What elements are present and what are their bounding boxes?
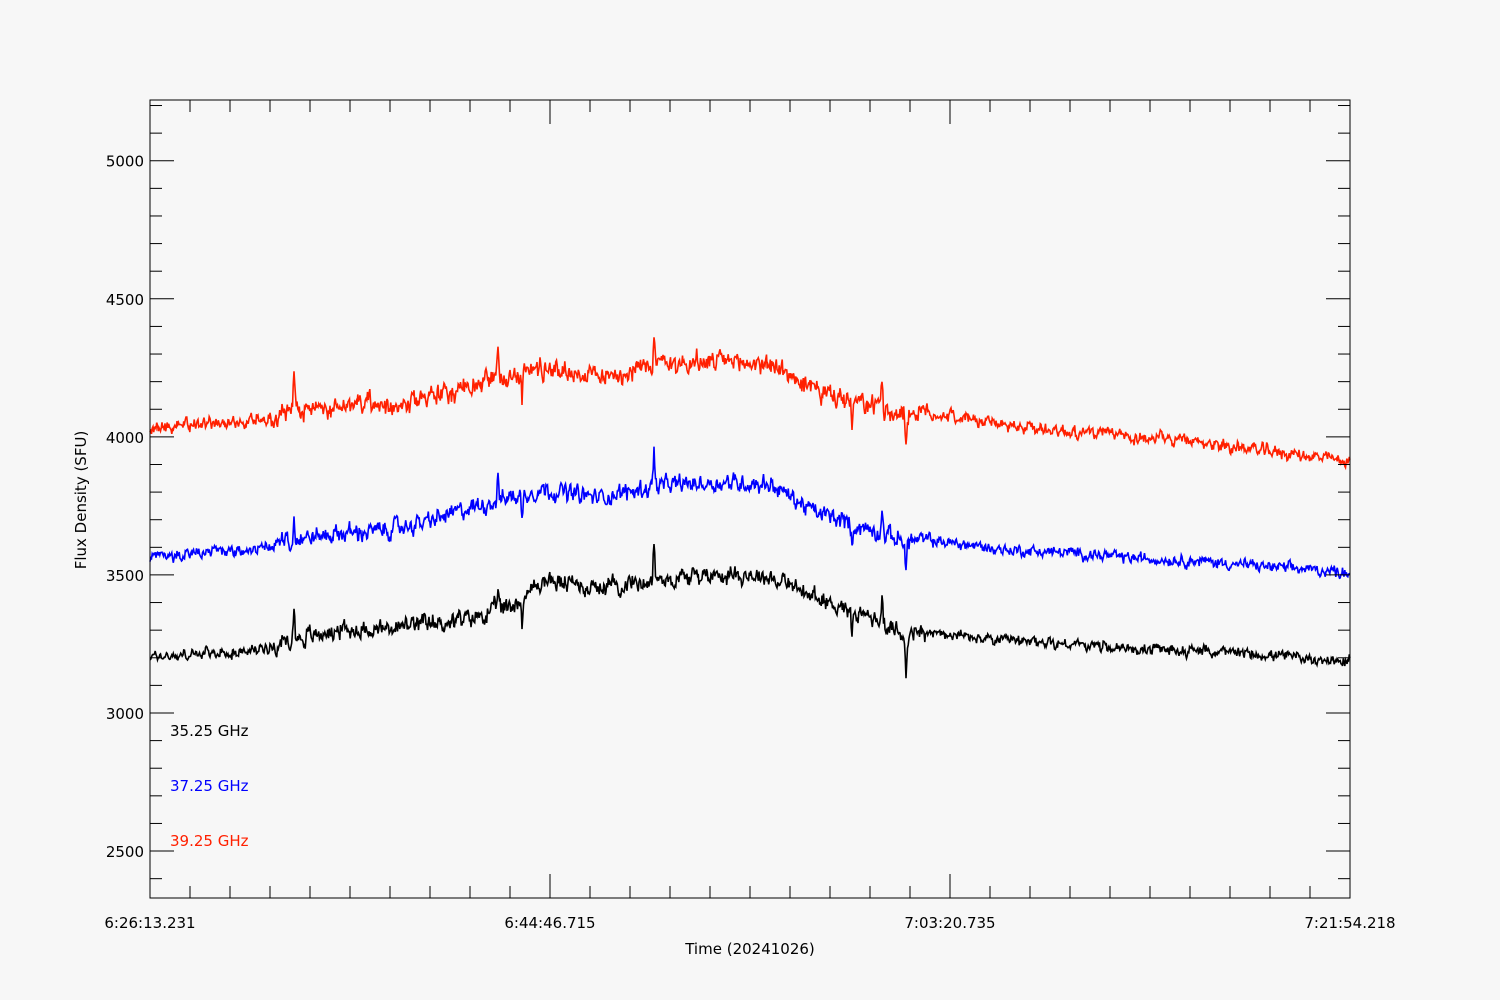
x-tick-labels: 6:26:13.231 6:44:46.715 7:03:20.735 7:21:54… — [104, 914, 1395, 932]
y-tick-label: 5000 — [106, 153, 144, 171]
x-tick-label: 6:26:13.231 — [104, 914, 195, 932]
plot-frame — [149, 99, 1351, 899]
series-line-2 — [149, 446, 1351, 580]
y-axis-label: Flux Density (SFU) — [72, 431, 90, 570]
y-tick-label: 4500 — [106, 291, 144, 309]
y-tick-labels: 2500 3000 3500 4000 4500 5000 — [106, 153, 144, 861]
tick-layer — [149, 100, 1351, 898]
x-tick-label: 7:21:54.218 — [1304, 914, 1395, 932]
y-tick-label: 3500 — [106, 567, 144, 585]
x-tick-label: 6:44:46.715 — [504, 914, 595, 932]
y-tick-label: 2500 — [106, 843, 144, 861]
series-line-3 — [149, 337, 1351, 471]
x-tick-label: 7:03:20.735 — [904, 914, 995, 932]
x-axis-label: Time (20241026) — [684, 940, 815, 958]
series-line-1 — [149, 544, 1351, 679]
legend-entry: 39.25 GHz — [170, 832, 249, 850]
y-tick-label: 4000 — [106, 429, 144, 447]
y-tick-label: 3000 — [106, 705, 144, 723]
series-layer — [149, 337, 1351, 679]
legend-entry: 37.25 GHz — [170, 777, 249, 795]
legend-entry: 35.25 GHz — [170, 722, 249, 740]
legend: 35.25 GHz 37.25 GHz 39.25 GHz — [170, 722, 249, 850]
